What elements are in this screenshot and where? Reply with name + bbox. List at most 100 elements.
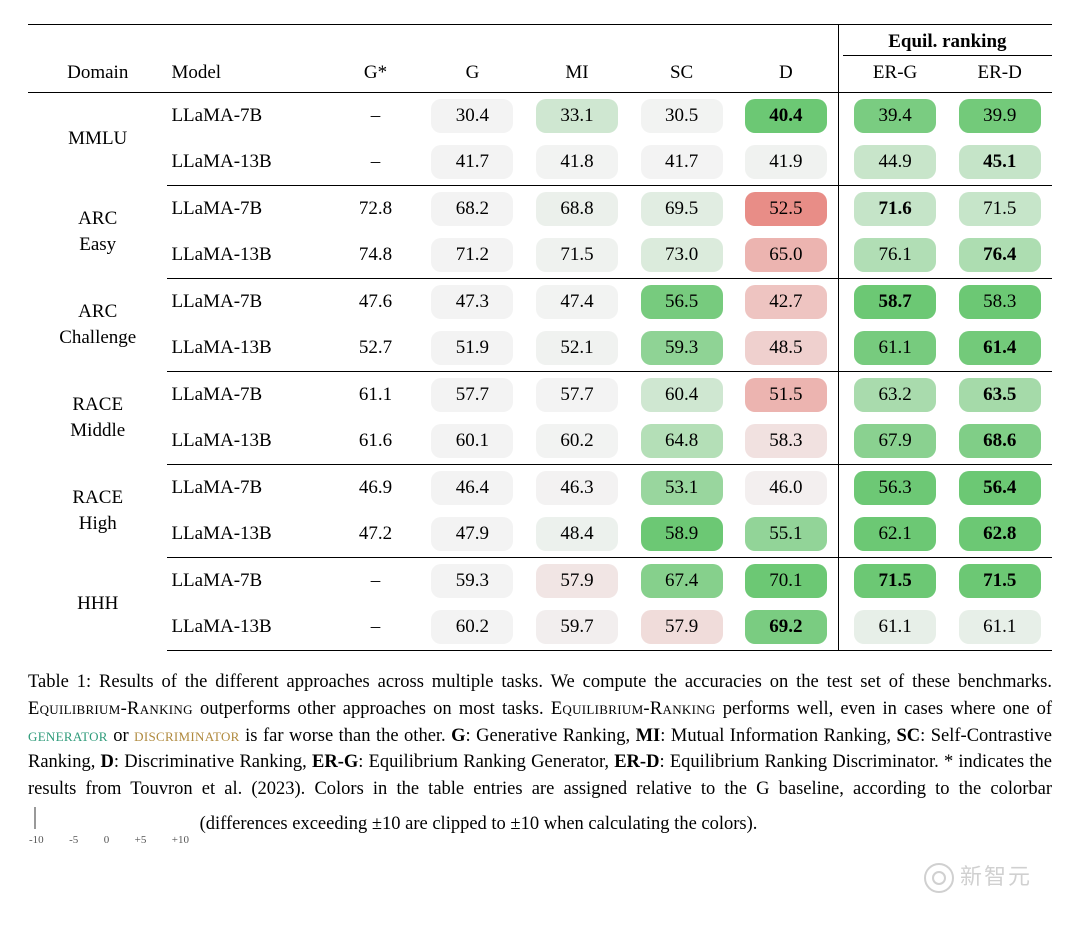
value-pill: 61.1 (854, 610, 936, 644)
value-cell-mi: 52.1 (525, 325, 630, 372)
value-pill: 51.9 (431, 331, 513, 365)
value-cell-erg: 71.5 (843, 558, 948, 605)
value-pill: 71.5 (536, 238, 618, 272)
value-pill: 39.4 (854, 99, 936, 133)
model-cell: LLaMA-7B (167, 186, 330, 233)
value-pill: 76.1 (854, 238, 936, 272)
caption-text: performs well, even in cases where one o… (723, 699, 1052, 719)
value-pill: 71.5 (854, 564, 936, 598)
value-pill: 61.4 (959, 331, 1041, 365)
watermark-icon (924, 863, 954, 893)
colorbar-tick: +5 (135, 833, 147, 849)
domain-cell: RACEHigh (28, 465, 167, 558)
value-cell-mi: 57.9 (525, 558, 630, 605)
value-cell-d: 70.1 (734, 558, 839, 605)
value-pill: 67.4 (641, 564, 723, 598)
value-cell-mi: 46.3 (525, 465, 630, 512)
value-pill: 59.3 (431, 564, 513, 598)
value-cell-g: 59.3 (420, 558, 525, 605)
value-pill: 60.4 (641, 378, 723, 412)
value-pill: 70.1 (745, 564, 827, 598)
caption-eqrank-1: Equilibrium-Ranking (28, 699, 193, 719)
value-pill: 73.0 (641, 238, 723, 272)
value-pill: 63.2 (854, 378, 936, 412)
value-cell-sc: 58.9 (629, 511, 734, 558)
value-cell-g: 57.7 (420, 372, 525, 419)
header-g: G (420, 25, 525, 93)
value-cell-d: 69.2 (734, 604, 839, 651)
value-cell-erg: 62.1 (843, 511, 948, 558)
value-pill: 51.5 (745, 378, 827, 412)
value-pill: 46.4 (431, 471, 513, 505)
value-cell-erd: 61.1 (947, 604, 1052, 651)
header-equil-group: Equil. ranking (843, 25, 1052, 56)
value-cell-erg: 44.9 (843, 139, 948, 186)
value-pill: 55.1 (745, 517, 827, 551)
value-cell-mi: 68.8 (525, 186, 630, 233)
caption-eqrank-2: Equilibrium-Ranking (551, 699, 716, 719)
value-cell-g: 46.4 (420, 465, 525, 512)
value-pill: 69.2 (745, 610, 827, 644)
domain-cell: RACEMiddle (28, 372, 167, 465)
model-cell: LLaMA-13B (167, 604, 330, 651)
gstar-cell: – (331, 139, 420, 186)
value-cell-sc: 57.9 (629, 604, 734, 651)
caption-text: or (113, 726, 128, 746)
watermark: 新智元 (924, 859, 1032, 893)
table-row: LLaMA-13B–41.741.841.741.944.945.1 (28, 139, 1052, 186)
value-pill: 63.5 (959, 378, 1041, 412)
value-cell-erg: 67.9 (843, 418, 948, 465)
value-cell-d: 41.9 (734, 139, 839, 186)
model-cell: LLaMA-13B (167, 139, 330, 186)
value-pill: 47.4 (536, 285, 618, 319)
colorbar-ticks: -10-50+5+10 (29, 833, 189, 849)
value-cell-mi: 60.2 (525, 418, 630, 465)
gstar-cell: 61.6 (331, 418, 420, 465)
value-pill: 52.1 (536, 331, 618, 365)
value-cell-erg: 61.1 (843, 604, 948, 651)
caption-discriminator: discriminator (134, 726, 240, 746)
gstar-cell: 74.8 (331, 232, 420, 279)
value-pill: 59.7 (536, 610, 618, 644)
table-row: LLaMA-13B52.751.952.159.348.561.161.4 (28, 325, 1052, 372)
value-cell-erg: 76.1 (843, 232, 948, 279)
value-pill: 39.9 (959, 99, 1041, 133)
header-domain: Domain (28, 25, 167, 93)
domain-cell: ARCChallenge (28, 279, 167, 372)
gstar-cell: 72.8 (331, 186, 420, 233)
value-pill: 46.0 (745, 471, 827, 505)
value-pill: 60.2 (431, 610, 513, 644)
caption-text: is far worse than the other. (245, 726, 446, 746)
colorbar-tick: -10 (29, 833, 44, 849)
value-cell-sc: 41.7 (629, 139, 734, 186)
model-cell: LLaMA-7B (167, 465, 330, 512)
colorbar-tick: +10 (172, 833, 189, 849)
value-cell-g: 60.2 (420, 604, 525, 651)
value-cell-mi: 41.8 (525, 139, 630, 186)
table-row: LLaMA-13B–60.259.757.969.261.161.1 (28, 604, 1052, 651)
value-pill: 58.3 (959, 285, 1041, 319)
watermark-text: 新智元 (960, 864, 1032, 889)
header-erd: ER-D (947, 56, 1052, 93)
value-cell-erd: 71.5 (947, 558, 1052, 605)
table-row: LLaMA-13B74.871.271.573.065.076.176.4 (28, 232, 1052, 279)
table-row: ARCEasyLLaMA-7B72.868.268.869.552.571.67… (28, 186, 1052, 233)
value-cell-d: 46.0 (734, 465, 839, 512)
value-cell-erg: 63.2 (843, 372, 948, 419)
model-cell: LLaMA-7B (167, 93, 330, 140)
caption-text: (differences exceeding ±10 are clipped t… (200, 814, 758, 834)
value-cell-mi: 48.4 (525, 511, 630, 558)
value-pill: 71.6 (854, 192, 936, 226)
value-pill: 57.7 (431, 378, 513, 412)
value-cell-sc: 59.3 (629, 325, 734, 372)
gstar-cell: – (331, 558, 420, 605)
value-cell-d: 52.5 (734, 186, 839, 233)
value-cell-d: 40.4 (734, 93, 839, 140)
value-cell-g: 47.3 (420, 279, 525, 326)
table-row: RACEMiddleLLaMA-7B61.157.757.760.451.563… (28, 372, 1052, 419)
value-pill: 71.2 (431, 238, 513, 272)
value-cell-sc: 73.0 (629, 232, 734, 279)
gstar-cell: 47.2 (331, 511, 420, 558)
value-cell-erg: 39.4 (843, 93, 948, 140)
value-cell-g: 68.2 (420, 186, 525, 233)
